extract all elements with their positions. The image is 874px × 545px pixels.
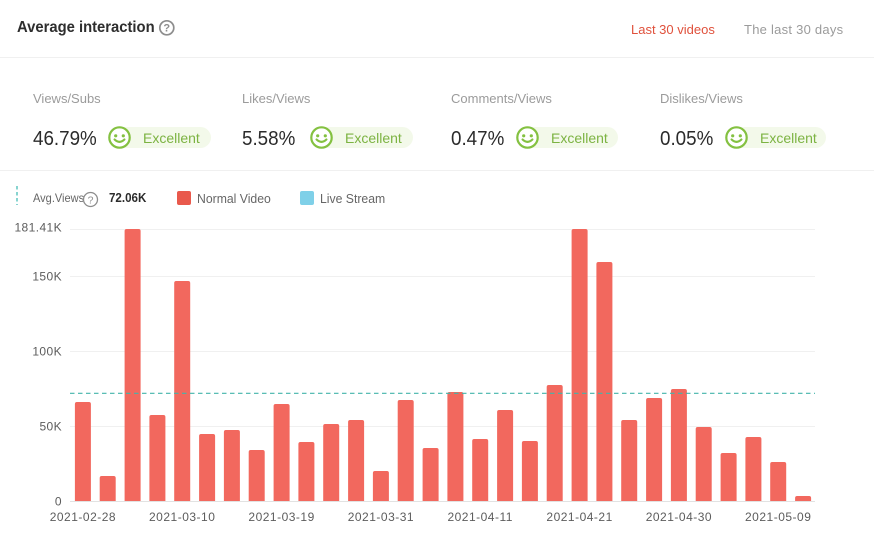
svg-text:2021-03-31: 2021-03-31 (348, 510, 414, 524)
svg-text:0: 0 (55, 495, 62, 509)
svg-text:2021-04-21: 2021-04-21 (546, 510, 612, 524)
svg-text:?: ? (163, 23, 170, 35)
svg-text:181.41K: 181.41K (14, 221, 62, 235)
svg-text:2021-05-09: 2021-05-09 (745, 510, 811, 524)
svg-text:150K: 150K (32, 270, 62, 284)
svg-text:2021-02-28: 2021-02-28 (50, 510, 116, 524)
svg-text:2021-04-11: 2021-04-11 (447, 510, 513, 524)
svg-text:?: ? (88, 194, 94, 206)
svg-text:2021-03-10: 2021-03-10 (149, 510, 215, 524)
svg-text:2021-03-19: 2021-03-19 (248, 510, 314, 524)
svg-text:100K: 100K (32, 345, 62, 359)
svg-text:2021-04-30: 2021-04-30 (646, 510, 712, 524)
svg-text:50K: 50K (39, 420, 62, 434)
